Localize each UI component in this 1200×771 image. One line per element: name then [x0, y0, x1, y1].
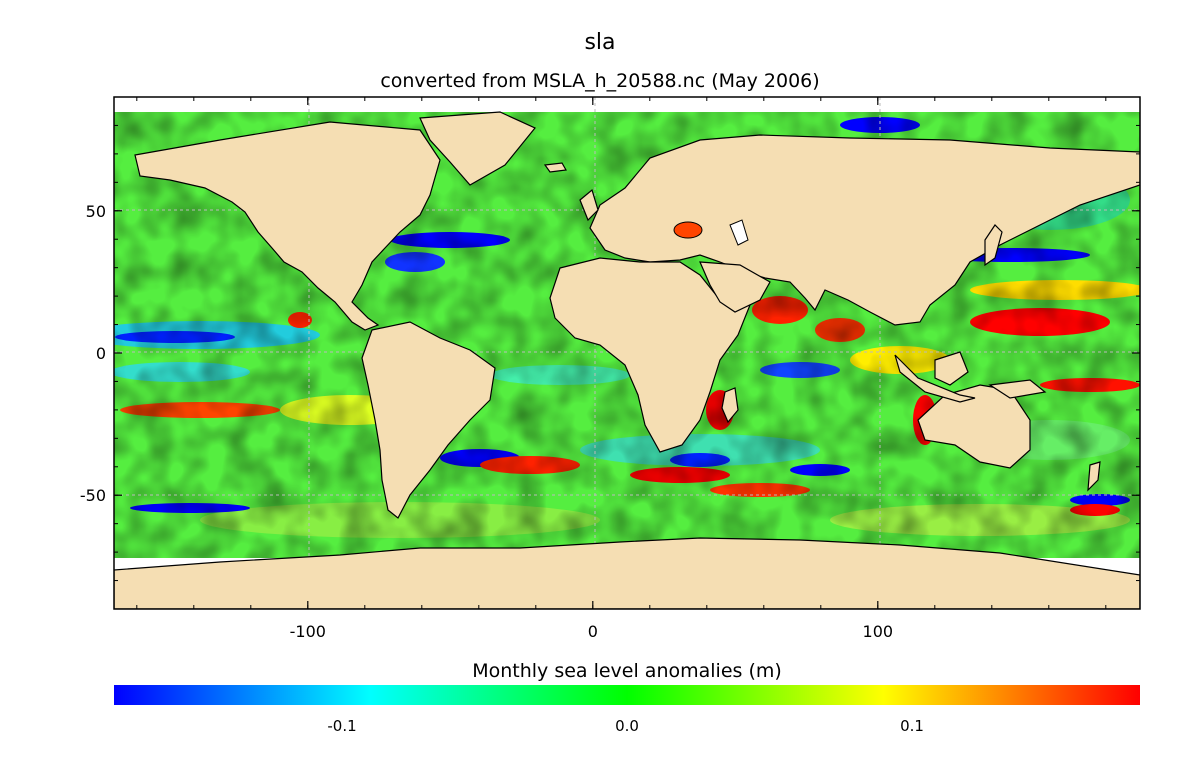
colorbar: [114, 685, 1140, 705]
japan: [984, 224, 1003, 267]
black-sea: [673, 221, 703, 239]
borneo: [934, 351, 969, 386]
australia: [917, 384, 1031, 469]
north-america: [134, 121, 441, 331]
x-tick-label: -100: [290, 622, 326, 641]
colorbar-tick-label: 0.0: [615, 717, 639, 735]
y-tick-label: 0: [96, 344, 106, 363]
y-tick-label: 50: [86, 202, 106, 221]
south-america: [361, 321, 496, 519]
figure-subtitle: converted from MSLA_h_20588.nc (May 2006…: [380, 70, 820, 92]
africa: [549, 257, 751, 453]
colorbar-tick-label: -0.1: [327, 717, 357, 735]
new-guinea: [988, 379, 1047, 399]
greenland: [419, 111, 536, 186]
sumatra-java: [894, 354, 976, 403]
x-tick-label: 100: [863, 622, 894, 641]
colorbar-label: Monthly sea level anomalies (m): [472, 660, 782, 682]
land-masses: [114, 111, 1140, 609]
new-zealand: [1087, 461, 1101, 492]
colorbar-tick-label: 0.1: [900, 717, 924, 735]
x-tick-label: 0: [588, 622, 598, 641]
arabia: [699, 261, 771, 313]
iceland: [543, 162, 567, 173]
axis-ticks: -100 0 100 50 0 -50: [80, 97, 1140, 641]
y-tick-label: -50: [80, 486, 106, 505]
eurasia: [589, 134, 1140, 326]
figure-title: sla: [584, 30, 616, 55]
uk: [579, 188, 599, 222]
madagascar: [721, 387, 739, 424]
caspian-sea: [729, 219, 749, 246]
antarctica: [114, 537, 1140, 609]
